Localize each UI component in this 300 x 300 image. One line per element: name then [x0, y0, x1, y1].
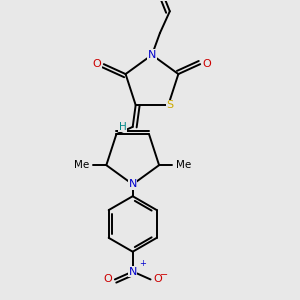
Text: −: −: [160, 271, 169, 281]
Text: +: +: [139, 259, 146, 268]
Text: O: O: [92, 59, 101, 69]
Text: O: O: [203, 59, 212, 69]
Text: N: N: [128, 179, 137, 189]
Text: H: H: [119, 122, 127, 132]
Text: S: S: [167, 100, 174, 110]
Text: O: O: [153, 274, 162, 284]
Text: Me: Me: [176, 160, 191, 170]
Text: N: N: [148, 50, 156, 60]
Text: O: O: [103, 274, 112, 284]
Text: N: N: [128, 266, 137, 277]
Text: Me: Me: [74, 160, 89, 170]
